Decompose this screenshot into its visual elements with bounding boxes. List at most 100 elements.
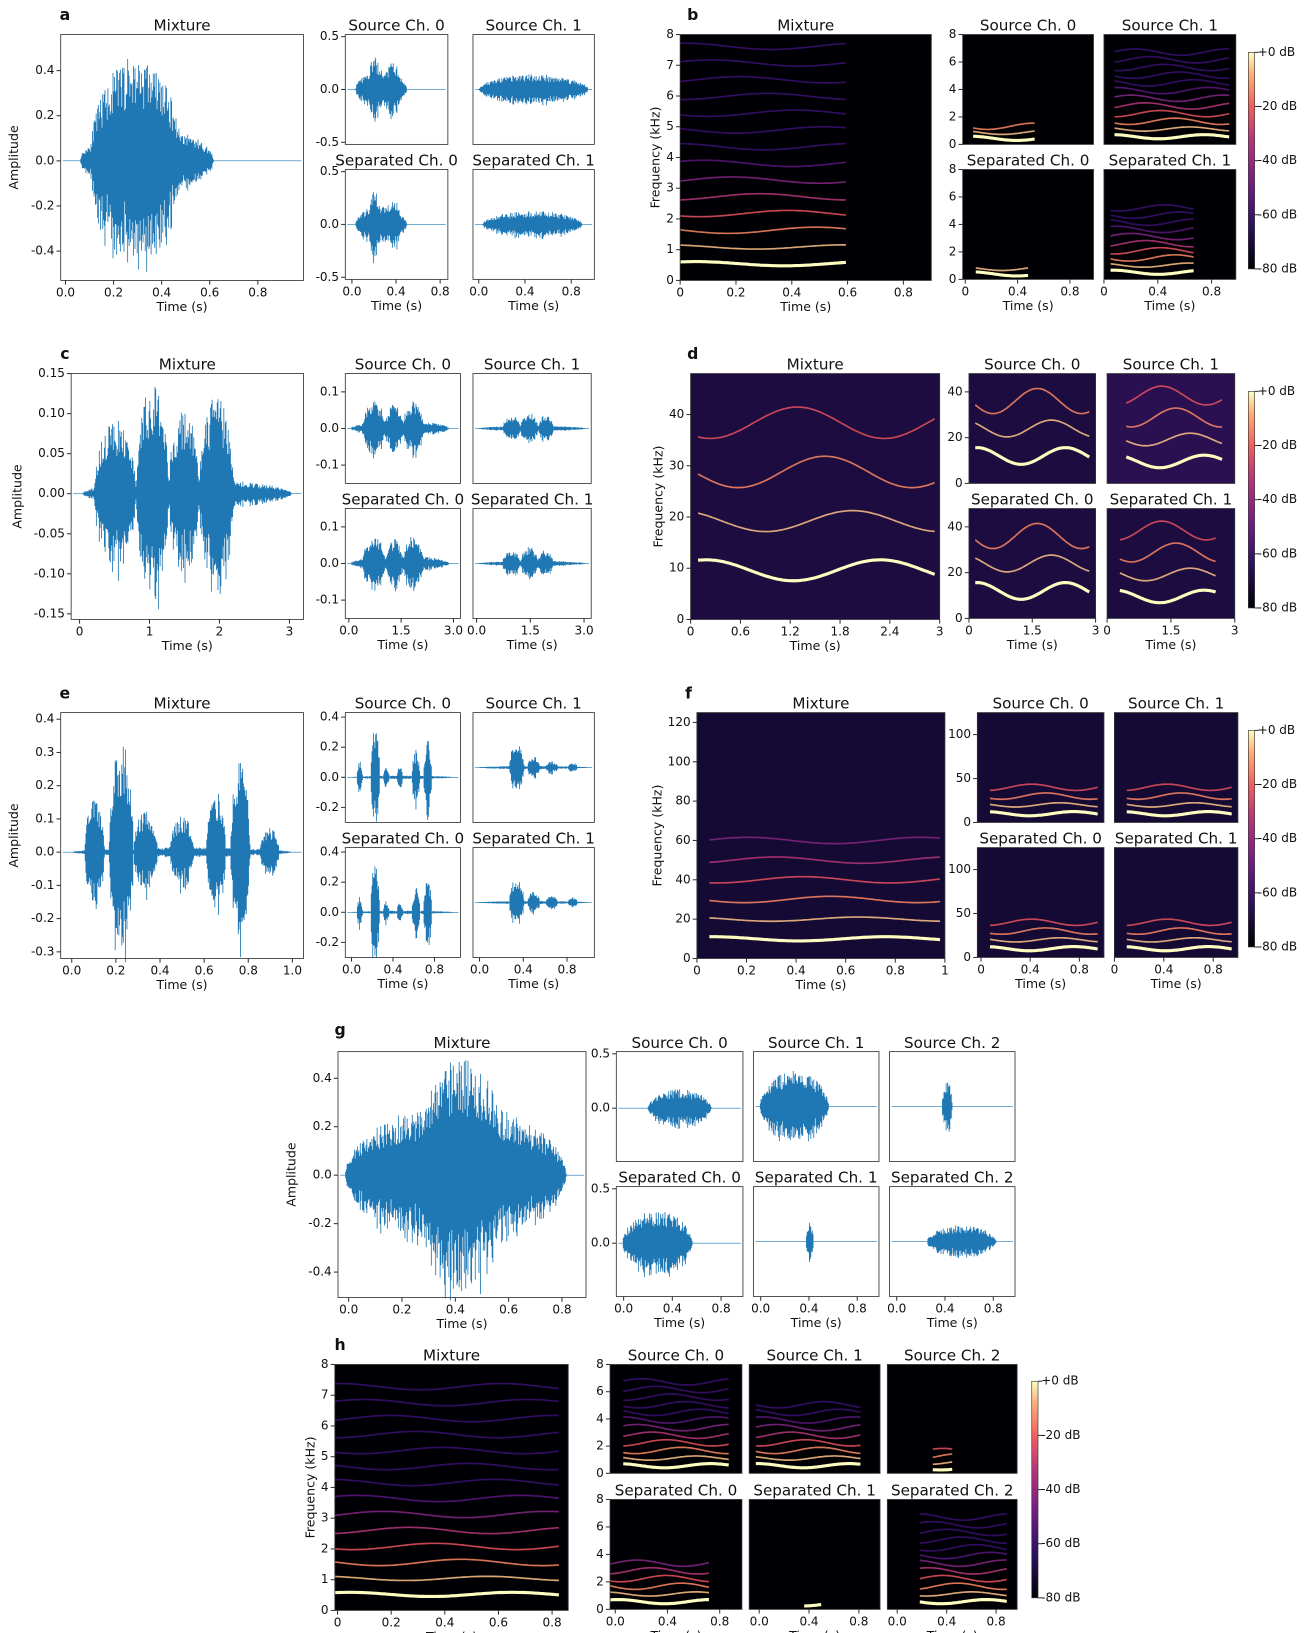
x-tick-label: 0.8 (710, 1614, 729, 1628)
y-tick-label: 0 (666, 273, 674, 287)
x-tick-label: 0.4 (435, 1615, 454, 1629)
x-tick-label: 3 (1092, 623, 1100, 637)
subplot-title: Separated Ch. 0 (618, 1169, 741, 1187)
spectrogram-background (963, 170, 1094, 280)
y-tick-label: -0.1 (316, 458, 339, 472)
y-tick-label: 0.0 (35, 845, 54, 859)
y-tick-label: -40 dB (1258, 492, 1297, 506)
x-tick-label: 1.5 (1161, 623, 1180, 637)
y-tick-label: 0.2 (35, 778, 54, 792)
harmonic (933, 1448, 952, 1449)
x-tick-label: 2.4 (880, 625, 899, 639)
x-tick-label: 0.4 (446, 1303, 465, 1317)
y-tick-label: 6 (596, 1519, 604, 1533)
x-tick-label: 0.8 (557, 963, 576, 977)
y-tick-label: 8 (949, 162, 957, 176)
x-tick-label: 0.6 (200, 285, 219, 299)
y-tick-label: 0.00 (38, 486, 65, 500)
x-axis-label: Time (s) (788, 1628, 840, 1633)
colorbar (1248, 391, 1254, 608)
x-tick-label: 1 (941, 964, 949, 978)
y-tick-label: 0.1 (320, 519, 339, 533)
x-axis-label: Time (s) (370, 298, 422, 313)
y-tick-label: -0.2 (316, 800, 339, 814)
waveform (479, 547, 584, 579)
waveform (479, 414, 584, 443)
subplot-title: Separated Ch. 0 (967, 152, 1090, 170)
y-tick-label: 7 (666, 58, 674, 72)
subplot-title: Source Ch. 1 (485, 17, 581, 35)
x-tick-label: 0.4 (663, 1302, 682, 1316)
subplot-title: Separated Ch. 0 (335, 152, 458, 170)
x-axis-label: Time (s) (794, 977, 846, 992)
y-tick-label: 2 (949, 109, 957, 123)
waveform (346, 1060, 566, 1300)
y-tick-label: -0.2 (316, 935, 339, 949)
waveform (351, 866, 454, 958)
subplot-title: Mixture (787, 356, 844, 374)
x-tick-label: 1.2 (781, 625, 800, 639)
x-axis-label: Time (s) (1002, 298, 1054, 313)
y-tick-label: -0.4 (31, 244, 54, 258)
subplot-title: Separated Ch. 0 (615, 1482, 738, 1500)
y-tick-label: 0.10 (38, 406, 65, 420)
x-tick-label: 0 (334, 1615, 342, 1629)
subplot-title: Mixture (154, 17, 211, 35)
y-tick-label: 0.4 (313, 1071, 332, 1085)
x-tick-label: 0.2 (104, 285, 123, 299)
y-tick-label: 2 (949, 244, 957, 258)
y-tick-label: 0 (596, 1602, 604, 1616)
y-tick-label: 0.15 (38, 366, 65, 380)
y-tick-label: 0 (955, 476, 963, 490)
subplot-title: Source Ch. 0 (628, 1347, 724, 1365)
y-tick-label: 20 (947, 430, 962, 444)
x-tick-label: 0.8 (1070, 963, 1089, 977)
axes-frame (345, 713, 460, 823)
colorbar (1248, 52, 1254, 269)
y-tick-label: 3 (321, 1511, 329, 1525)
waveform (479, 74, 587, 105)
y-tick-label: 0.0 (320, 82, 339, 96)
y-tick-label: -60 dB (1041, 1536, 1080, 1550)
x-tick-label: 0.4 (799, 1302, 818, 1316)
x-tick-label: 0.8 (984, 1302, 1003, 1316)
x-tick-label: 0.8 (849, 1614, 868, 1628)
y-tick-label: 6 (321, 1418, 329, 1432)
y-tick-label: 4 (596, 1411, 604, 1425)
x-tick-label: 0 (676, 285, 684, 299)
y-tick-label: 100 (668, 754, 691, 768)
x-tick-label: 0.4 (799, 1614, 818, 1628)
y-tick-label: -0.1 (316, 593, 339, 607)
subplot-title: Source Ch. 1 (484, 356, 580, 374)
subplot-title: Separated Ch. 2 (891, 1482, 1014, 1500)
subplot-title: Separated Ch. 0 (342, 830, 465, 848)
y-tick-label: -0.05 (34, 526, 65, 540)
y-tick-label: 1 (666, 242, 674, 256)
x-tick-label: 0.4 (782, 285, 801, 299)
panel-letter: d (687, 344, 698, 363)
x-axis-label: Time (s) (506, 637, 558, 652)
subplot-title: Source Ch. 1 (766, 1347, 862, 1365)
y-tick-label: -80 dB (1041, 1590, 1080, 1604)
y-tick-label: 7 (321, 1388, 329, 1402)
spectrogram-background (680, 35, 931, 281)
y-axis-label: Amplitude (283, 1142, 298, 1207)
x-tick-label: 0.4 (386, 284, 405, 298)
y-axis-label: Amplitude (9, 464, 24, 529)
y-tick-label: 4 (596, 1547, 604, 1561)
x-axis-label: Time (s) (1150, 976, 1202, 991)
y-tick-label: -60 dB (1258, 207, 1297, 221)
x-axis-label: Time (s) (376, 637, 428, 652)
y-tick-label: 8 (666, 27, 674, 41)
y-tick-label: 0 (677, 612, 685, 626)
subplot-title: Source Ch. 0 (355, 356, 451, 374)
y-tick-label: 0 (683, 951, 691, 965)
y-tick-label: 40 (947, 519, 962, 533)
x-tick-label: 0.0 (614, 1302, 633, 1316)
x-tick-label: 0.4 (383, 963, 402, 977)
y-tick-label: -20 dB (1258, 438, 1297, 452)
subplot-title: Source Ch. 0 (355, 695, 451, 713)
x-tick-label: 0.8 (886, 964, 905, 978)
x-tick-label: 0.0 (339, 1303, 358, 1317)
waveform (73, 747, 291, 962)
